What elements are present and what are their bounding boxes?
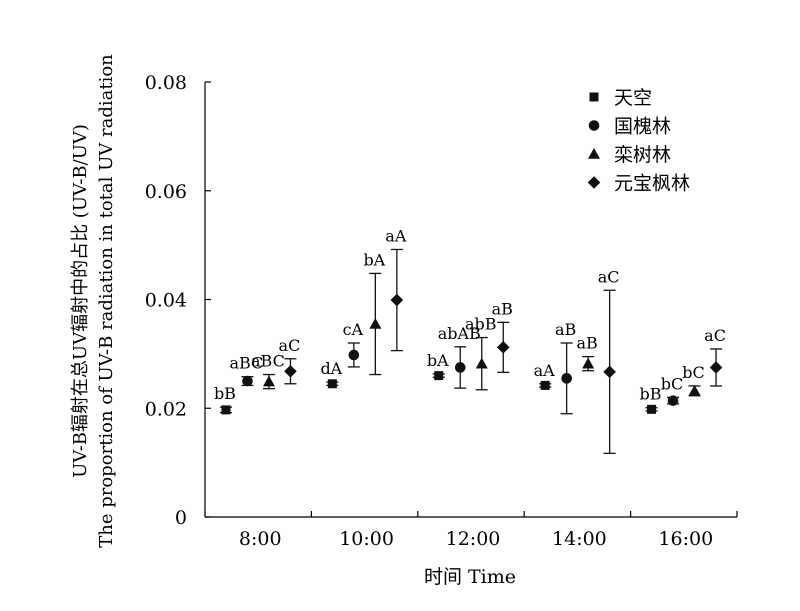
data-point xyxy=(561,373,572,384)
y-tick-label: 0 xyxy=(175,507,187,529)
y-axis-label-cn: UV-B辐射在总UV辐射中的占比 (UV-B/UV) xyxy=(70,124,91,478)
y-tick-label: 0.08 xyxy=(145,72,187,94)
data-point xyxy=(348,349,360,361)
data-point-group: bA xyxy=(427,351,449,381)
x-tick-label: 8:00 xyxy=(239,528,282,550)
legend-label: 国槐林 xyxy=(614,116,671,138)
data-point-group: aB xyxy=(555,320,576,415)
data-point xyxy=(647,404,657,414)
significance-label: dA xyxy=(320,359,342,378)
data-point-group: cA xyxy=(343,320,364,368)
significance-label: abAB xyxy=(438,324,481,343)
significance-label: bB xyxy=(214,384,236,403)
axes: 0 0.02 0.04 0.06 0.08 8:00 10:00 12:00 14:00 16:0… xyxy=(145,72,738,550)
significance-label: bB xyxy=(640,385,662,404)
data-point-group: dA xyxy=(320,359,343,389)
data-point-group: aBC xyxy=(251,352,285,390)
x-tick-label: 16:00 xyxy=(658,528,713,550)
data-point-group: bC xyxy=(682,363,705,397)
data-point xyxy=(390,293,404,307)
data-point-group: bB xyxy=(640,385,662,414)
significance-label: aC xyxy=(704,326,726,345)
significance-label: aA xyxy=(385,226,407,245)
legend-label: 元宝枫林 xyxy=(614,173,690,195)
data-point xyxy=(603,365,616,379)
data-point-group: aA xyxy=(385,226,407,352)
data-point xyxy=(284,364,297,378)
significance-label: abB xyxy=(465,315,497,334)
data-point-group: bC xyxy=(661,374,683,406)
data-point xyxy=(327,379,337,389)
data-point-group: aC xyxy=(279,336,301,385)
data-point xyxy=(262,375,275,387)
significance-label: aC xyxy=(279,336,301,355)
data-point-group: abAB xyxy=(438,324,481,389)
data-point-group: bB xyxy=(214,384,236,415)
significance-label: bA xyxy=(427,351,449,370)
data-point xyxy=(688,384,701,396)
legend-marker xyxy=(589,92,599,102)
y-tick-label: 0.06 xyxy=(145,181,187,203)
data-point xyxy=(242,375,253,387)
data-point-group: aA xyxy=(534,361,556,390)
significance-label: cA xyxy=(343,320,364,339)
data-point xyxy=(496,341,510,354)
y-axis-label-en: The proportion of UV-B radiation in tota… xyxy=(96,54,117,548)
significance-label: aB xyxy=(577,334,598,353)
data-point xyxy=(667,395,679,406)
x-tick-label: 14:00 xyxy=(552,528,607,550)
x-axis-label: 时间 Time xyxy=(424,566,516,588)
significance-label: aBC xyxy=(230,354,264,373)
legend-marker xyxy=(587,176,601,189)
significance-label: aC xyxy=(598,267,620,286)
significance-label: aB xyxy=(492,299,513,318)
legend-marker xyxy=(588,148,600,159)
data-point xyxy=(709,361,723,374)
data-point xyxy=(582,357,595,369)
x-tick-label: 10:00 xyxy=(339,528,394,550)
data-point xyxy=(221,405,231,415)
data-point xyxy=(434,371,444,381)
data-point-group: aB xyxy=(577,334,598,372)
y-tick-label: 0.02 xyxy=(145,398,187,420)
data-point-group: aB xyxy=(492,299,513,374)
legend-marker xyxy=(588,120,600,131)
data-point xyxy=(454,362,466,373)
x-tick-label: 12:00 xyxy=(446,528,501,550)
y-tick-label: 0.04 xyxy=(145,290,187,312)
significance-label: bC xyxy=(661,374,683,393)
data-point-group: aC xyxy=(704,326,726,387)
data-point xyxy=(540,380,550,390)
data-point-group: aBC xyxy=(230,354,264,387)
legend-label: 天空 xyxy=(614,87,652,109)
significance-label: bA xyxy=(363,250,385,269)
data-point-group: bA xyxy=(363,250,386,376)
data-point xyxy=(369,317,382,329)
significance-label: bC xyxy=(682,363,704,382)
significance-label: aB xyxy=(555,320,576,339)
data-point xyxy=(475,357,488,369)
data-point-group: abB xyxy=(465,315,497,391)
significance-label: aBC xyxy=(251,352,285,371)
significance-label: aA xyxy=(534,361,556,380)
legend-label: 栾树林 xyxy=(614,144,671,166)
data-point-group: aC xyxy=(598,267,620,455)
